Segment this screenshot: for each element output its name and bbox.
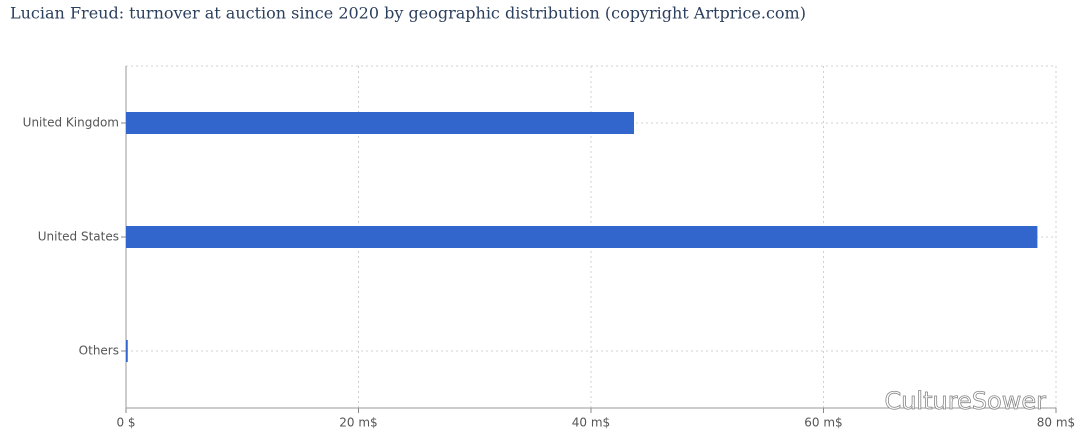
bar — [126, 112, 635, 134]
x-tick-label: 80 m$ — [1037, 416, 1075, 430]
bar — [126, 340, 128, 362]
bar — [126, 226, 1038, 248]
y-tick-label: Others — [79, 344, 119, 358]
x-tick-label: 0 $ — [116, 416, 135, 430]
y-tick-label: United Kingdom — [23, 116, 119, 130]
x-tick-label: 60 m$ — [804, 416, 842, 430]
y-tick-label: United States — [38, 230, 119, 244]
x-tick-label: 20 m$ — [339, 416, 377, 430]
chart-title: Lucian Freud: turnover at auction since … — [10, 4, 806, 23]
x-tick-label: 40 m$ — [572, 416, 610, 430]
watermark: CultureSower — [884, 387, 1046, 415]
